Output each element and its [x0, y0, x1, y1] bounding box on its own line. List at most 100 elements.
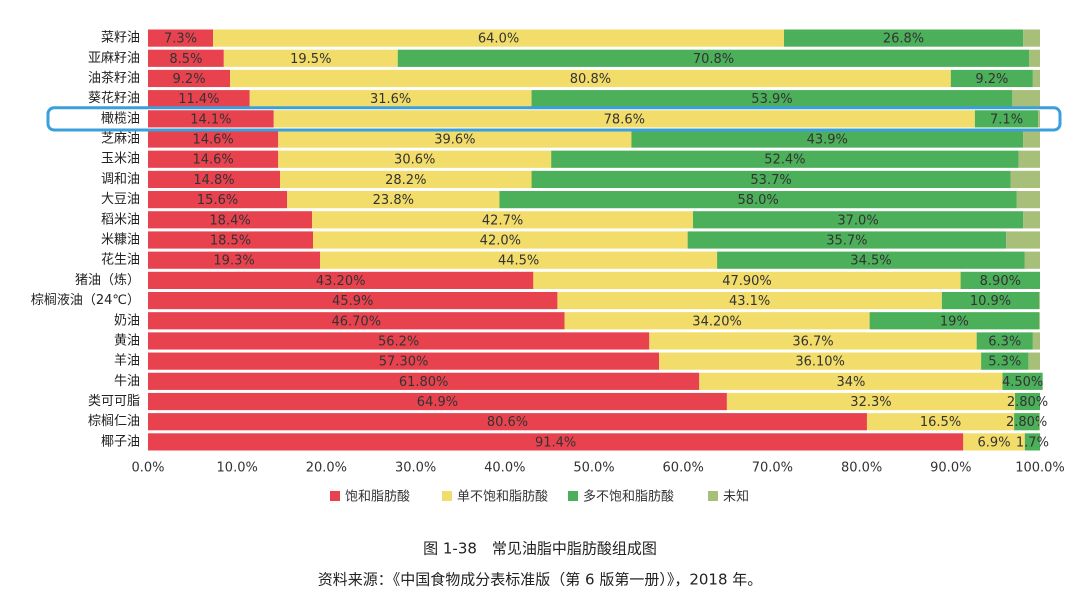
bar-segment [974, 110, 1039, 128]
bar-segment [148, 90, 250, 108]
bar-segment [869, 312, 1040, 330]
value-label: 14.1% [190, 112, 231, 127]
bar-segment [564, 312, 870, 330]
value-label: 6.3% [988, 334, 1021, 349]
bar-segment [148, 49, 224, 67]
bar-segment [148, 211, 313, 229]
bar-segment [659, 352, 982, 370]
x-tick-label: 90.0% [930, 461, 971, 476]
bar-segment [631, 130, 1024, 148]
value-label: 16.5% [920, 415, 961, 430]
value-label: 7.3% [164, 32, 197, 47]
value-label: 34.20% [692, 314, 742, 329]
value-label: 18.5% [210, 234, 251, 249]
value-label: 34% [836, 375, 865, 390]
value-label: 7.1% [990, 112, 1023, 127]
bar-segment [148, 69, 231, 88]
value-label: 36.10% [795, 355, 845, 370]
bar-segment [726, 392, 1016, 411]
bar-segment [1023, 211, 1040, 229]
bar-segment [148, 352, 660, 370]
value-label: 30.6% [394, 153, 435, 168]
y-tick-label: 牛油 [114, 374, 140, 389]
value-label: 70.8% [693, 52, 734, 67]
value-label: 43.1% [729, 294, 770, 309]
y-tick-label: 葵花籽油 [88, 90, 140, 106]
legend-label: 单不饱和脂肪酸 [457, 489, 548, 505]
value-label: 19.5% [290, 52, 331, 67]
y-tick-label: 调和油 [101, 172, 140, 187]
value-label: 35.7% [826, 234, 867, 249]
bar-segment [148, 271, 534, 289]
bar-segment [1038, 110, 1040, 128]
x-tick-label: 40.0% [484, 461, 525, 476]
value-label: 14.8% [193, 173, 234, 188]
bar-segment [148, 392, 727, 411]
value-label: 47.90% [722, 274, 772, 289]
bar-segment [148, 110, 274, 128]
value-label: 9.2% [975, 72, 1008, 87]
bar-segment [148, 251, 321, 269]
y-tick-label: 棕榈液油（24℃） [31, 293, 140, 308]
legend-swatch [708, 491, 718, 501]
bar-segment [866, 413, 1015, 431]
bar-segment [1014, 413, 1040, 431]
bar-segment [148, 231, 314, 249]
value-label: 23.8% [373, 193, 414, 208]
value-label: 1.7% [1016, 435, 1049, 450]
bar-segment [273, 110, 975, 128]
value-label: 61.80% [399, 375, 449, 390]
chart-source: 资料来源：《中国食物成分表标准版（第 6 版第一册）》，2018 年。 [318, 571, 763, 589]
value-label: 43.9% [807, 133, 848, 148]
bar-segment [551, 150, 1019, 168]
bar-segment [1028, 352, 1040, 370]
bar-segment [148, 433, 964, 451]
value-label: 28.2% [385, 173, 426, 188]
y-tick-label: 菜籽油 [101, 31, 140, 46]
value-label: 42.0% [480, 234, 521, 249]
value-label: 6.9% [978, 435, 1011, 450]
bar-segment [1032, 69, 1040, 88]
x-tick-label: 0.0% [131, 461, 164, 476]
value-label: 64.0% [478, 32, 519, 47]
value-label: 4.50% [1002, 375, 1043, 390]
bar-segment [693, 211, 1024, 229]
x-tick-label: 70.0% [752, 461, 793, 476]
bar-segment [941, 291, 1040, 310]
bar-segment [1010, 170, 1040, 189]
value-label: 11.4% [178, 92, 219, 107]
value-label: 45.9% [332, 294, 373, 309]
bar-segment [278, 130, 632, 148]
value-label: 14.6% [192, 133, 233, 148]
bar-segment [148, 291, 558, 310]
bar-segment [1039, 312, 1040, 330]
value-label: 44.5% [498, 254, 539, 269]
legend-label: 饱和脂肪酸 [345, 489, 410, 505]
x-tick-label: 50.0% [573, 461, 614, 476]
value-label: 64.9% [417, 395, 458, 410]
value-label: 31.6% [370, 92, 411, 107]
x-tick-label: 60.0% [663, 461, 704, 476]
bar-segment [1012, 90, 1040, 108]
value-label: 8.5% [169, 52, 202, 67]
bar-segment [287, 191, 500, 209]
value-label: 43.20% [316, 274, 366, 289]
bar-segment [1029, 49, 1040, 67]
bar-segment [397, 49, 1030, 67]
y-tick-label: 亚麻籽油 [88, 51, 140, 66]
bar-segment [148, 312, 565, 330]
value-label: 34.5% [850, 254, 891, 269]
value-label: 36.7% [792, 334, 833, 349]
x-tick-label: 20.0% [306, 461, 347, 476]
value-label: 56.2% [378, 334, 419, 349]
y-tick-label: 奶油 [114, 313, 140, 328]
bar-segment [1039, 291, 1040, 310]
bar-segment [1016, 191, 1040, 209]
value-label: 5.3% [988, 355, 1021, 370]
value-label: 26.8% [883, 32, 924, 47]
legend-swatch [568, 491, 578, 501]
bar-segment [1002, 372, 1043, 390]
chart-title: 图 1-38 常见油脂中脂肪酸组成图 [423, 540, 657, 558]
y-tick-label: 芝麻油 [101, 131, 140, 147]
